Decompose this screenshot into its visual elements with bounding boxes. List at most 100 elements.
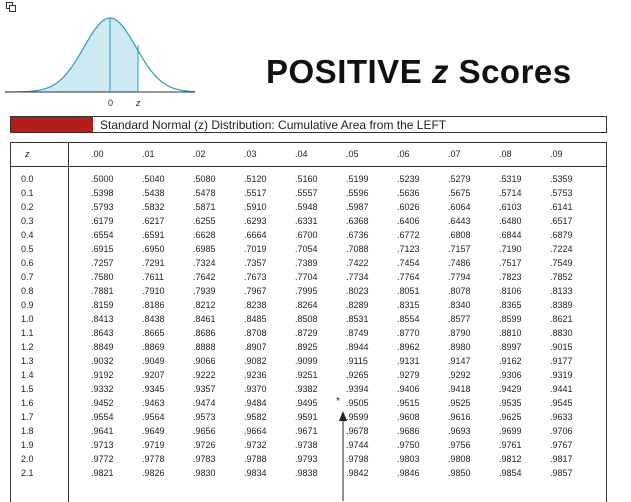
table-cell: .9686: [397, 426, 420, 436]
table-cell: .9838: [295, 468, 318, 478]
table-cell: .5478: [193, 188, 216, 198]
table-cell: .8438: [142, 314, 165, 324]
row-z-value: 1.9: [21, 440, 34, 450]
table-cell: .9099: [295, 356, 318, 366]
row-z-value: 2.0: [21, 454, 34, 464]
title-variable: z: [431, 53, 449, 90]
table-cell: .9345: [142, 384, 165, 394]
title-suffix: Scores: [458, 53, 572, 90]
table-cell: .7823: [499, 272, 522, 282]
row-z-value: 0.4: [21, 230, 34, 240]
table-cell: .5714: [499, 188, 522, 198]
table-cell: .6026: [397, 202, 420, 212]
normal-curve-figure: 0 z: [5, 17, 196, 108]
row-z-value: 1.7: [21, 412, 34, 422]
table-cell: .8925: [295, 342, 318, 352]
row-z-value: 1.2: [21, 342, 34, 352]
table-cell: .9207: [142, 370, 165, 380]
table-cell: .9616: [448, 412, 471, 422]
table-cell: .5636: [397, 188, 420, 198]
title-main: POSITIVE: [266, 53, 423, 90]
label-z: z: [135, 98, 141, 108]
column-header-z: z: [25, 149, 30, 159]
table-cell: .5557: [295, 188, 318, 198]
row-z-value: 1.6: [21, 398, 34, 408]
table-cell: .6950: [142, 244, 165, 254]
table-cell: .6103: [499, 202, 522, 212]
table-cell: .7764: [397, 272, 420, 282]
table-cell: .6915: [91, 244, 114, 254]
table-cell: .9834: [244, 468, 267, 478]
table-cell: .9803: [397, 454, 420, 464]
table-cell: .5398: [91, 188, 114, 198]
table-cell: .9591: [295, 412, 318, 422]
table-cell: .9756: [448, 440, 471, 450]
table-cell: .9732: [244, 440, 267, 450]
table-cell: .9525: [448, 398, 471, 408]
table-cell: .9049: [142, 356, 165, 366]
table-cell: .8389: [550, 300, 573, 310]
table-cell: .8413: [91, 314, 114, 324]
table-cell: .8577: [448, 314, 471, 324]
table-cell: .7734: [346, 272, 369, 282]
table-cell: .6772: [397, 230, 420, 240]
table-cell: .5987: [346, 202, 369, 212]
table-cell: .5120: [244, 174, 267, 184]
table-cell: .9699: [499, 426, 522, 436]
table-cell: .8665: [142, 328, 165, 338]
table-cell: .7852: [550, 272, 573, 282]
table-cell: .6293: [244, 216, 267, 226]
table-cell: .7794: [448, 272, 471, 282]
table-cell: .7910: [142, 286, 165, 296]
table-cell: .9177: [550, 356, 573, 366]
table-cell: .5279: [448, 174, 471, 184]
table-cell: .9515: [397, 398, 420, 408]
table-cell: .9664: [244, 426, 267, 436]
table-cell: .8621: [550, 314, 573, 324]
column-header: .08: [499, 149, 512, 159]
column-header: .00: [91, 149, 104, 159]
table-cell: .8599: [499, 314, 522, 324]
row-z-value: 1.0: [21, 314, 34, 324]
table-cell: .9633: [550, 412, 573, 422]
table-cell: .9783: [193, 454, 216, 464]
column-header: .03: [244, 149, 257, 159]
table-cell: .5199: [346, 174, 369, 184]
table-cell: .6217: [142, 216, 165, 226]
column-rule: [68, 143, 69, 502]
table-cell: .9761: [499, 440, 522, 450]
table-cell: .9564: [142, 412, 165, 422]
table-cell: .9608: [397, 412, 420, 422]
page-icon[interactable]: [6, 2, 16, 12]
table-cell: .5596: [346, 188, 369, 198]
table-cell: .5948: [295, 202, 318, 212]
table-cell: .7939: [193, 286, 216, 296]
caption-bar: Standard Normal (z) Distribution: Cumula…: [10, 116, 607, 133]
table-cell: .9082: [244, 356, 267, 366]
table-cell: .9641: [91, 426, 114, 436]
table-cell: .9545: [550, 398, 573, 408]
table-cell: .7190: [499, 244, 522, 254]
row-z-value: 0.3: [21, 216, 34, 226]
table-cell: .7123: [397, 244, 420, 254]
table-cell: .8708: [244, 328, 267, 338]
table-cell: .9162: [499, 356, 522, 366]
column-header: .06: [397, 149, 410, 159]
table-cell: .7357: [244, 258, 267, 268]
table-cell: .9015: [550, 342, 573, 352]
table-cell: .8810: [499, 328, 522, 338]
table-cell: .7704: [295, 272, 318, 282]
column-header: .01: [142, 149, 155, 159]
table-cell: .9332: [91, 384, 114, 394]
table-cell: .9850: [448, 468, 471, 478]
table-cell: .6179: [91, 216, 114, 226]
accent-block: [11, 117, 93, 132]
column-header: .09: [550, 149, 563, 159]
table-cell: .7995: [295, 286, 318, 296]
table-cell: .9719: [142, 440, 165, 450]
table-cell: .8315: [397, 300, 420, 310]
table-cell: .9066: [193, 356, 216, 366]
table-cell: .8023: [346, 286, 369, 296]
table-cell: .9418: [448, 384, 471, 394]
table-cell: .9370: [244, 384, 267, 394]
